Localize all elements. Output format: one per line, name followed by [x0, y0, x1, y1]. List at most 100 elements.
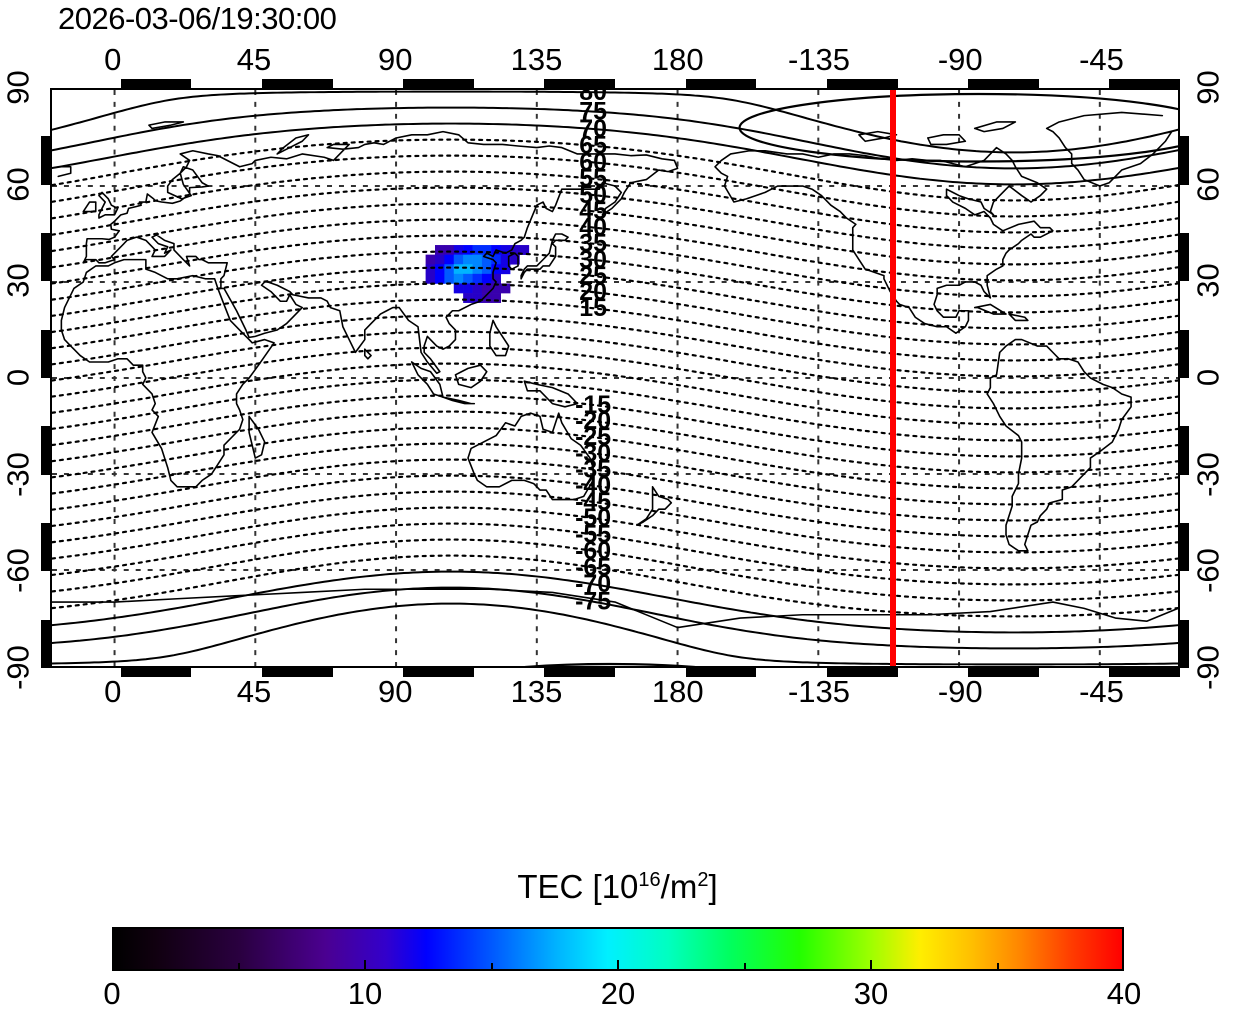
- tec-cell: [434, 245, 445, 255]
- colorbar-minor-tick-15: [490, 963, 493, 971]
- tec-cell: [491, 273, 501, 284]
- colorbar-minor-tick-25: [743, 963, 746, 971]
- contour-label-neg15: -15: [575, 391, 611, 419]
- geomag-contour--80: [52, 602, 1178, 666]
- tec-cell: [463, 254, 473, 265]
- geomag-contour-5: [52, 330, 1178, 394]
- tec-cell: [453, 283, 464, 294]
- contour-label-60: 60: [579, 148, 607, 176]
- tec-cell: [434, 273, 445, 284]
- map-plot-area[interactable]: 80 75 70 65 60 55 50 45 40 35 30 25 20 15 -15 -20 -25 -30…: [50, 88, 1180, 668]
- x-axis-bottom-tick-180: 180: [651, 674, 704, 709]
- geomag-contour--75: [52, 586, 1178, 650]
- contour-label-neg70: -70: [575, 570, 611, 598]
- colorbar-minor-tick-5: [237, 963, 240, 971]
- contour-label-neg25: -25: [575, 423, 611, 451]
- tec-cell: [434, 264, 445, 275]
- x-axis-band-top-9: [685, 79, 757, 88]
- geomag-contour--70: [52, 570, 1178, 634]
- x-axis-bottom-tick-neg45: -45: [1079, 674, 1124, 709]
- coastline-path: [82, 130, 679, 375]
- coastline-path: [858, 130, 898, 143]
- tec-cell: [481, 273, 492, 284]
- geomag-contour-55: [52, 170, 1178, 234]
- tec-cell: [453, 245, 464, 255]
- geomag-contour--15: [52, 394, 1178, 458]
- coastline-path: [57, 165, 72, 178]
- y-axis-band-left-9: [41, 523, 50, 572]
- geomag-contour--30: [52, 442, 1178, 506]
- geomag-contour-75: [52, 106, 1178, 170]
- x-axis-top-tick-180: 180: [651, 42, 704, 77]
- geomagnetic-latitude-contours: [52, 138, 1178, 618]
- tec-cell: [425, 273, 436, 284]
- tec-cell: [481, 293, 492, 303]
- geomag-contour--10: [52, 378, 1178, 442]
- colorbar-title-exponent2: 2: [697, 869, 709, 891]
- x-axis-band-top-13: [968, 79, 1039, 88]
- x-axis-top-tick-0: 0: [104, 42, 122, 77]
- geomag-contour--55: [52, 522, 1178, 586]
- x-axis-band-top-3: [261, 79, 333, 88]
- tec-cell: [510, 254, 520, 265]
- coastline-path: [714, 146, 1054, 335]
- x-axis-top-tick-90: 90: [378, 42, 413, 77]
- x-axis-bottom-tick-neg135: -135: [787, 674, 851, 709]
- tec-cell: [472, 245, 483, 255]
- tec-cell: [472, 254, 483, 265]
- contour-label-75: 75: [579, 98, 607, 126]
- tec-cell: [472, 293, 483, 303]
- geomag-contour-15: [52, 298, 1178, 362]
- tec-cell: [481, 254, 492, 265]
- tec-cell: [453, 254, 464, 265]
- x-axis-bottom-tick-0: 0: [104, 674, 122, 709]
- coastline-path: [1008, 313, 1029, 322]
- geomag-contour-50: [52, 186, 1178, 250]
- contour-label-neg20: -20: [575, 407, 611, 435]
- tec-cell: [491, 293, 501, 303]
- terminator-line: [890, 90, 897, 666]
- tec-cell: [453, 273, 464, 284]
- contour-label-neg45: -45: [575, 488, 611, 516]
- tec-cell: [463, 273, 473, 284]
- x-axis-bottom-tick-neg90: -90: [937, 674, 983, 709]
- contour-label-neg75: -75: [575, 588, 611, 616]
- x-axis-band-top-11: [826, 79, 898, 88]
- colorbar-tick-10: [364, 960, 366, 971]
- contour-label-30: 30: [579, 246, 607, 274]
- tec-cell: [463, 293, 473, 303]
- coastline-path: [489, 319, 510, 357]
- geomag-contour--45: [52, 490, 1178, 554]
- coastline-path: [973, 303, 1007, 315]
- contour-label-neg35: -35: [575, 455, 611, 483]
- x-axis-top-tick-45: 45: [236, 42, 272, 77]
- geomag-contour-0: [52, 346, 1178, 410]
- tec-cell: [500, 254, 511, 265]
- tec-cell: [491, 283, 501, 294]
- colorbar-title-suffix: /m: [660, 868, 698, 905]
- contour-label-65: 65: [579, 132, 607, 160]
- x-axis-band-bottom-7: [544, 668, 615, 677]
- x-axis-band-top-5: [403, 79, 474, 88]
- x-axis-top-tick-neg90: -90: [937, 42, 983, 77]
- y-axis-band-left-11: [41, 619, 50, 668]
- colorbar-label-0: 0: [103, 976, 121, 1011]
- geomag-contour-70: [52, 122, 1178, 186]
- contour-label-neg55: -55: [575, 520, 611, 548]
- y-axis-band-right-7: [1180, 426, 1189, 475]
- coastline-path: [82, 201, 97, 213]
- contour-label-55: 55: [579, 165, 607, 193]
- y-axis-band-left-1: [41, 136, 50, 185]
- contour-label-40: 40: [579, 213, 607, 241]
- tec-cell: [472, 273, 483, 284]
- coastline-path: [973, 121, 1017, 133]
- contour-label-neg30: -30: [575, 439, 611, 467]
- x-axis-top-tick-135: 135: [510, 42, 563, 77]
- tec-cell: [500, 283, 511, 294]
- x-axis-bottom-tick-90: 90: [378, 674, 413, 709]
- contour-label-15: 15: [579, 294, 607, 322]
- geomag-contour--5: [52, 362, 1178, 426]
- coastline-path: [363, 348, 372, 360]
